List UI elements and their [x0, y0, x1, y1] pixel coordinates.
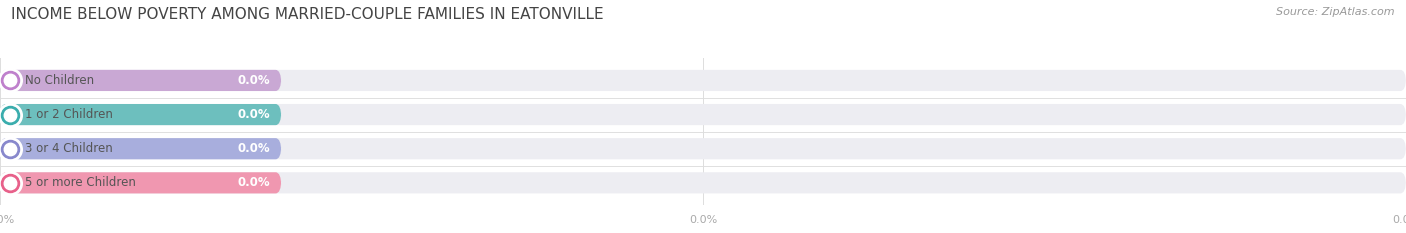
Text: 3 or 4 Children: 3 or 4 Children	[25, 142, 112, 155]
FancyBboxPatch shape	[0, 70, 1406, 91]
FancyBboxPatch shape	[0, 104, 1406, 125]
FancyBboxPatch shape	[0, 104, 281, 125]
FancyBboxPatch shape	[0, 70, 281, 91]
Text: No Children: No Children	[25, 74, 94, 87]
Text: INCOME BELOW POVERTY AMONG MARRIED-COUPLE FAMILIES IN EATONVILLE: INCOME BELOW POVERTY AMONG MARRIED-COUPL…	[11, 7, 603, 22]
FancyBboxPatch shape	[0, 172, 1406, 193]
Text: 0.0%: 0.0%	[238, 176, 270, 189]
Text: 5 or more Children: 5 or more Children	[25, 176, 136, 189]
FancyBboxPatch shape	[0, 172, 281, 193]
Text: 0.0%: 0.0%	[238, 74, 270, 87]
FancyBboxPatch shape	[0, 138, 1406, 159]
Text: 1 or 2 Children: 1 or 2 Children	[25, 108, 112, 121]
FancyBboxPatch shape	[0, 138, 281, 159]
Text: 0.0%: 0.0%	[238, 142, 270, 155]
Text: Source: ZipAtlas.com: Source: ZipAtlas.com	[1277, 7, 1395, 17]
Text: 0.0%: 0.0%	[238, 108, 270, 121]
